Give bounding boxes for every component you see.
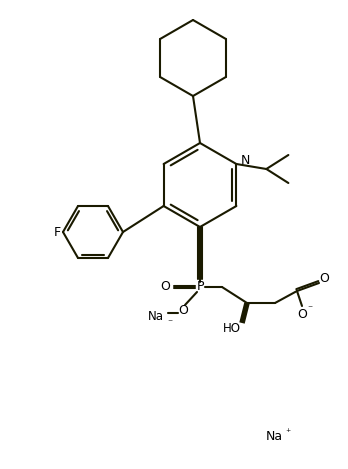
Text: ⁻: ⁻ xyxy=(167,318,173,328)
Text: P: P xyxy=(196,280,204,294)
Text: O: O xyxy=(297,308,307,320)
Text: HO: HO xyxy=(223,323,241,335)
Text: Na: Na xyxy=(148,310,164,324)
Text: O: O xyxy=(319,272,329,286)
Text: Na: Na xyxy=(266,431,283,444)
Text: ⁺: ⁺ xyxy=(285,428,291,438)
Text: F: F xyxy=(54,226,61,239)
Text: ⁻: ⁻ xyxy=(307,304,313,314)
Text: O: O xyxy=(160,280,170,294)
Text: N: N xyxy=(241,153,250,166)
Text: O: O xyxy=(178,304,188,318)
